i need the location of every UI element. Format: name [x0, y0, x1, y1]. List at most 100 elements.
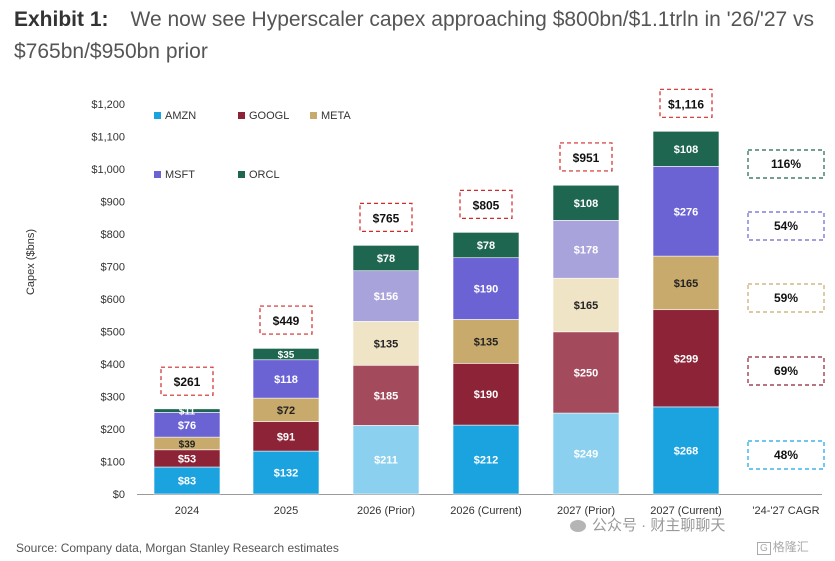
y-tick-label: $700	[101, 262, 125, 274]
cagr-box	[747, 283, 825, 313]
data-label: $268	[674, 445, 698, 457]
x-tick-label: 2026 (Current)	[450, 505, 522, 517]
title-text: We now see Hyperscaler capex approaching…	[14, 8, 815, 63]
bar-segment	[252, 348, 320, 361]
bar-segment	[352, 425, 420, 495]
bar-segment	[552, 331, 620, 414]
data-label: $178	[574, 244, 598, 256]
bar-segment	[552, 220, 620, 279]
data-label: $132	[274, 468, 298, 480]
y-tick-label: $1,200	[91, 99, 125, 111]
y-tick-label: $600	[101, 294, 125, 306]
y-tick-label: $1,000	[91, 164, 125, 176]
cagr-label: 116%	[771, 157, 801, 171]
y-tick-label: $200	[101, 424, 125, 436]
total-box	[459, 189, 513, 219]
bar-segment	[452, 319, 520, 364]
data-label: $156	[374, 291, 398, 303]
y-axis-label: Capex ($bns)	[25, 229, 37, 295]
chart-title: Exhibit 1: We now see Hyperscaler capex a…	[14, 4, 824, 68]
bar-segment	[252, 421, 320, 452]
x-tick-label: 2026 (Prior)	[357, 505, 415, 517]
data-label: $249	[574, 449, 598, 461]
legend-swatch	[154, 171, 161, 178]
bar-segment	[352, 364, 420, 426]
data-label: $78	[377, 253, 395, 265]
cagr-box	[747, 211, 825, 241]
source-note: Source: Company data, Morgan Stanley Res…	[16, 541, 339, 555]
data-label: $108	[574, 198, 598, 210]
legend-swatch	[238, 171, 245, 178]
cagr-box	[747, 149, 825, 179]
bar-segment	[452, 257, 520, 320]
x-tick-label: 2027 (Current)	[650, 505, 722, 517]
total-label: $951	[573, 151, 600, 165]
data-label: $276	[674, 206, 698, 218]
bar-segment	[652, 131, 720, 167]
total-box	[359, 202, 413, 232]
watermark: 公众号 · 财主聊聊天	[570, 514, 725, 535]
y-tick-label: $500	[101, 327, 125, 339]
total-label: $805	[473, 198, 500, 212]
legend-swatch	[154, 112, 161, 119]
y-tick-label: $0	[113, 489, 125, 501]
bar-segment	[452, 232, 520, 259]
watermark-logo-mark: G	[757, 542, 771, 555]
bar-segment	[352, 321, 420, 366]
cagr-box	[747, 440, 825, 470]
y-tick-label: $800	[101, 229, 125, 241]
bar-segment	[552, 412, 620, 495]
y-tick-label: $100	[101, 457, 125, 469]
data-label: $91	[277, 431, 295, 443]
data-label: $53	[178, 453, 196, 465]
cagr-label: 59%	[774, 291, 798, 305]
x-tick-label: 2027 (Prior)	[557, 505, 615, 517]
wechat-icon	[570, 520, 586, 533]
data-label: $135	[374, 338, 398, 350]
data-label: $165	[574, 300, 598, 312]
data-label: $78	[477, 240, 495, 252]
bar-segment	[153, 408, 221, 413]
data-label: $212	[474, 455, 498, 467]
bar-segment	[352, 270, 420, 322]
bar-segment	[252, 450, 320, 495]
total-label: $1,116	[668, 97, 704, 111]
y-tick-label: $400	[101, 359, 125, 371]
data-label: $35	[278, 350, 295, 361]
x-tick-label: 2025	[274, 505, 298, 517]
watermark-logo-text: 格隆汇	[772, 540, 809, 554]
total-box	[259, 305, 313, 335]
bar-segment	[252, 359, 320, 399]
legend-label: META	[321, 110, 351, 122]
data-label: $11	[179, 407, 196, 418]
data-label: $250	[574, 367, 598, 379]
legend-label: GOOGL	[249, 110, 289, 122]
data-label: $190	[474, 284, 498, 296]
legend-label: MSFT	[165, 169, 195, 181]
total-box	[160, 366, 214, 396]
x-tick-label: '24-'27 CAGR	[752, 505, 819, 517]
legend-label: AMZN	[165, 110, 196, 122]
total-label: $765	[373, 211, 400, 225]
legend-swatch	[238, 112, 245, 119]
watermark-logo: G 格隆汇	[757, 538, 809, 555]
cagr-label: 69%	[774, 364, 798, 378]
bar-segment	[552, 184, 620, 221]
y-tick-label: $900	[101, 197, 125, 209]
data-label: $165	[674, 278, 698, 290]
bar-segment	[652, 406, 720, 495]
exhibit-label: Exhibit 1:	[14, 8, 109, 31]
legend-swatch	[310, 112, 317, 119]
cagr-label: 54%	[774, 219, 798, 233]
x-tick-label: 2024	[175, 505, 199, 517]
data-label: $118	[274, 374, 298, 386]
data-label: $185	[374, 390, 398, 402]
data-label: $72	[277, 405, 295, 417]
bar-segment	[452, 363, 520, 426]
total-box	[659, 88, 713, 118]
data-label: $299	[674, 353, 698, 365]
bar-segment	[452, 424, 520, 495]
cagr-box	[747, 356, 825, 386]
data-label: $76	[178, 420, 196, 432]
